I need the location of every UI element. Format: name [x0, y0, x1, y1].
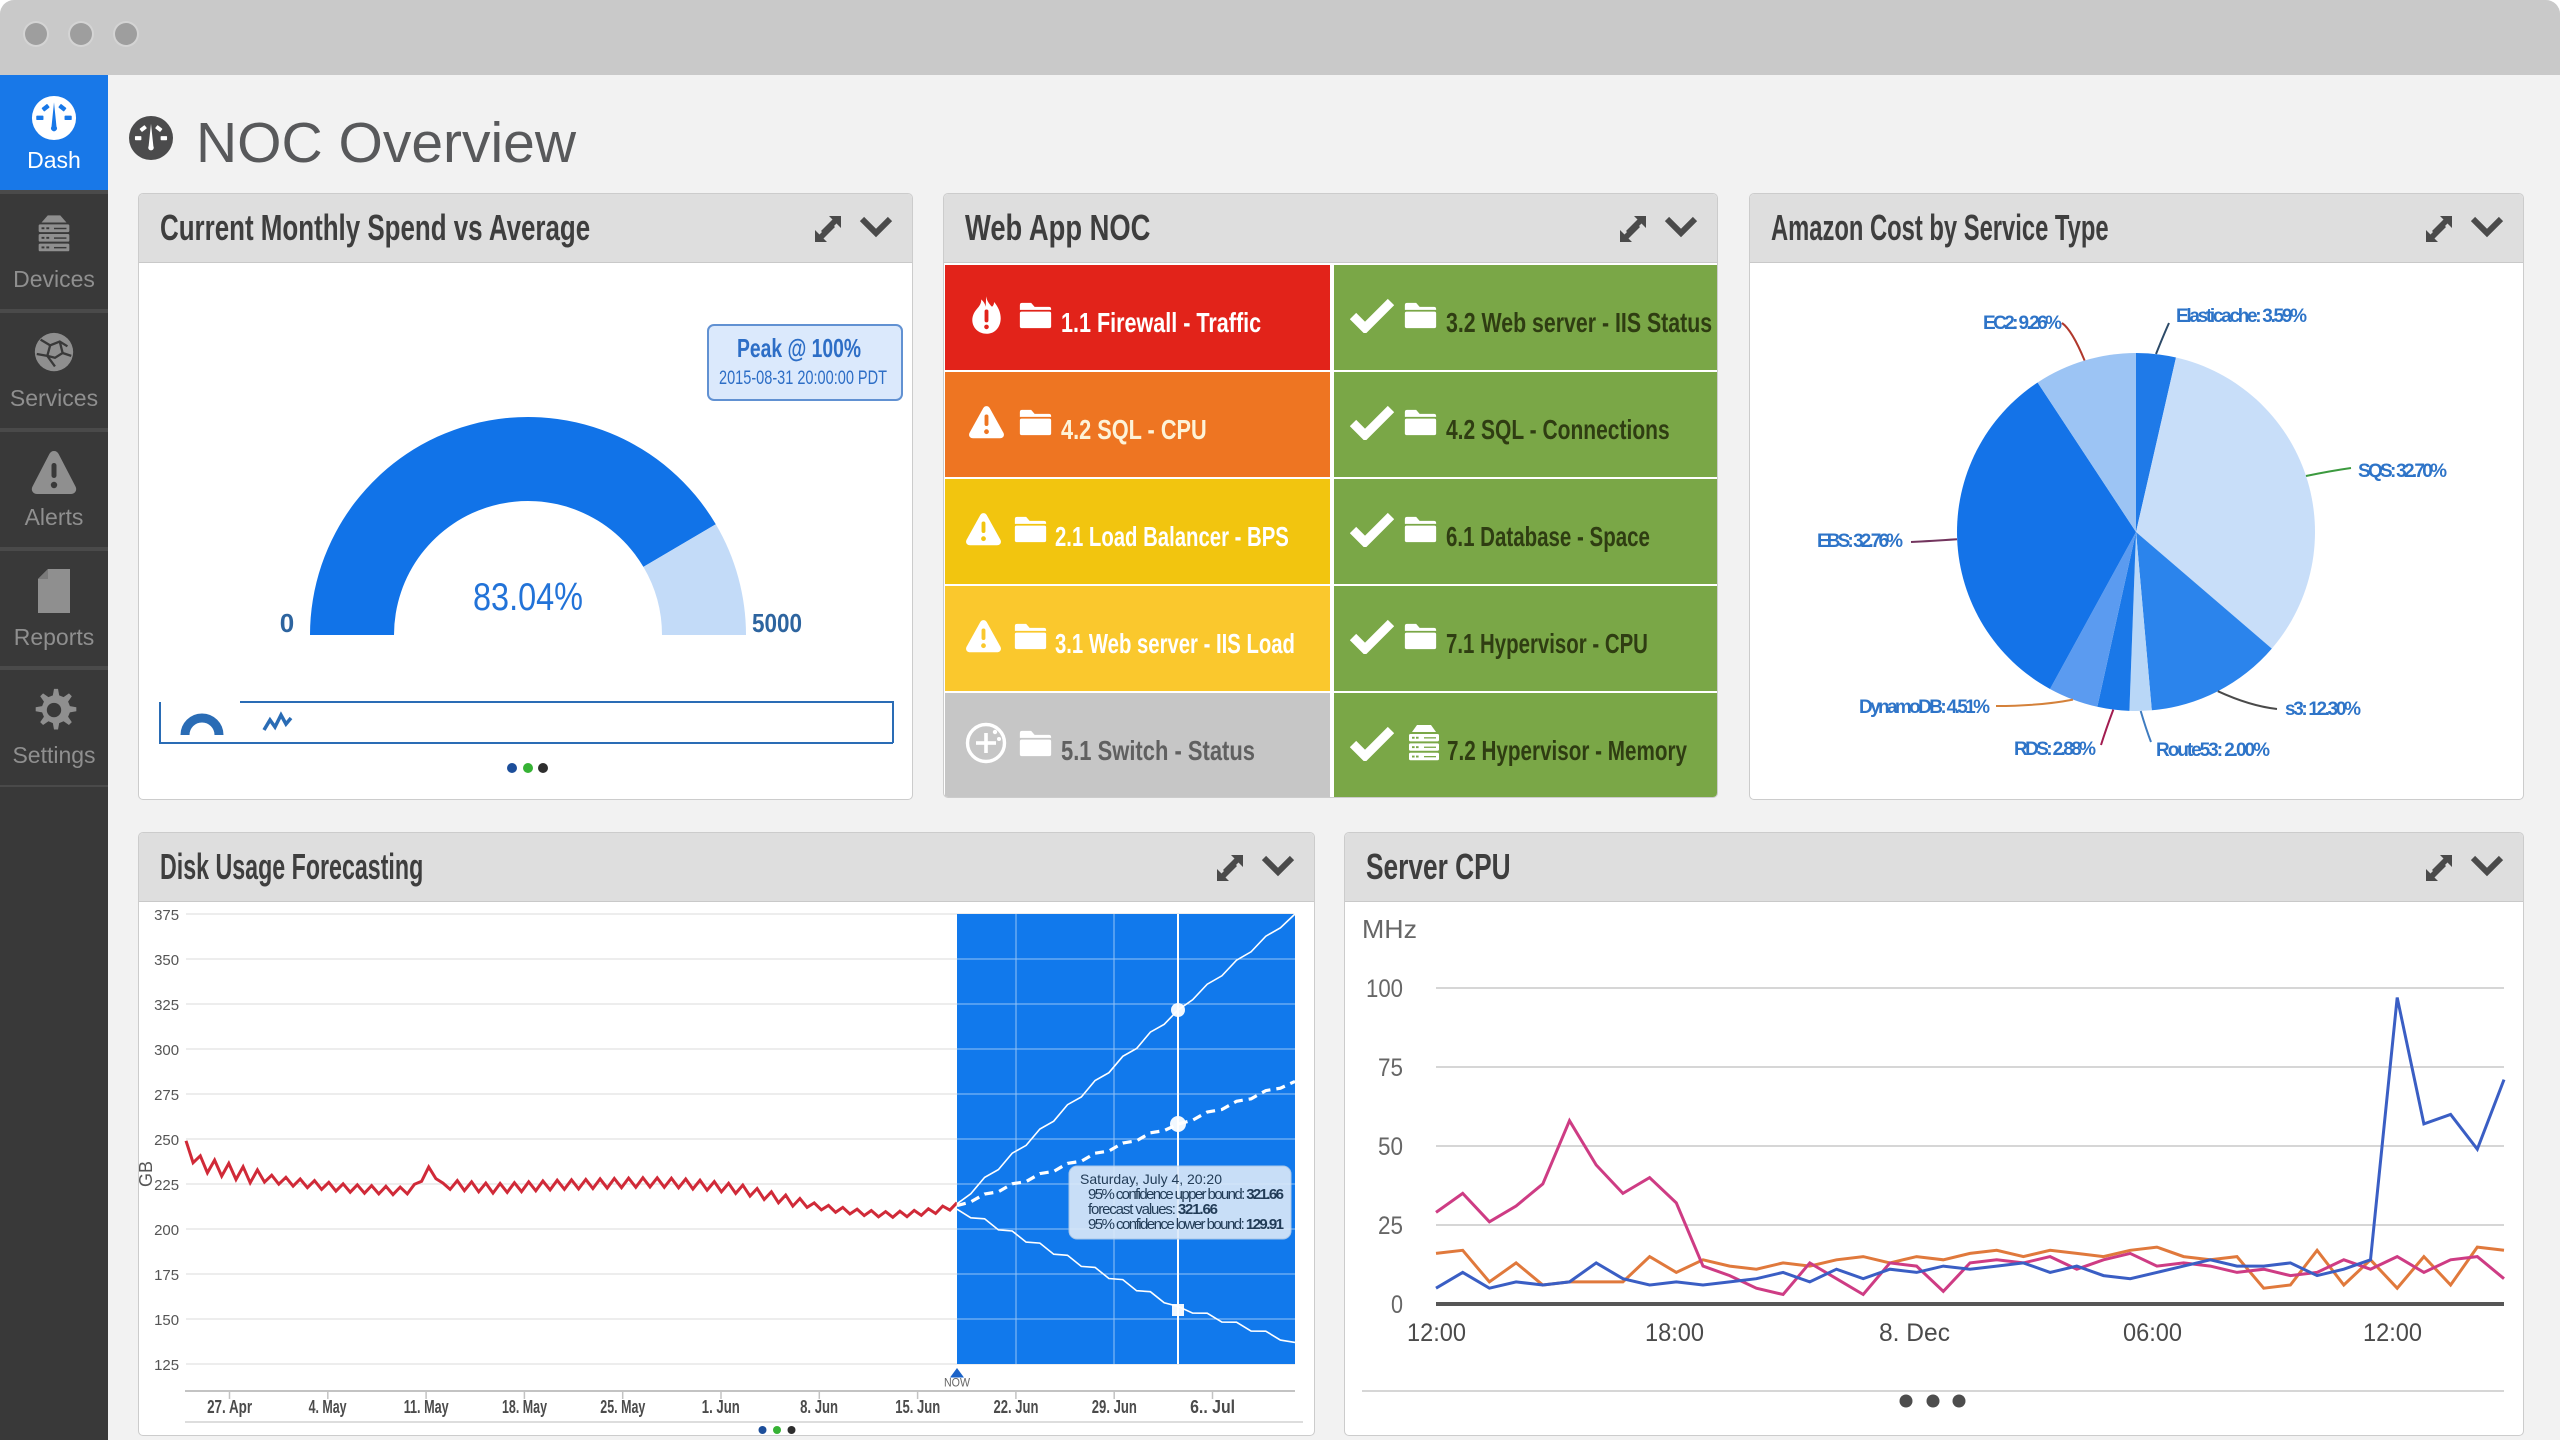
- svg-text:300: 300: [154, 1042, 179, 1059]
- svg-text:250: 250: [154, 1132, 179, 1149]
- svg-text:5000: 5000: [752, 608, 802, 638]
- svg-text:225: 225: [154, 1177, 179, 1194]
- svg-text:175: 175: [154, 1267, 179, 1284]
- svg-text:Peak @ 100%: Peak @ 100%: [737, 333, 861, 363]
- svg-text:0: 0: [1391, 1291, 1403, 1319]
- svg-text:275: 275: [154, 1087, 179, 1104]
- svg-text:s3: 12.30%: s3: 12.30%: [2285, 699, 2361, 720]
- svg-text:8. Dec: 8. Dec: [1879, 1319, 1950, 1347]
- svg-text:15. Jun: 15. Jun: [895, 1397, 940, 1417]
- svg-text:11. May: 11. May: [404, 1397, 449, 1417]
- svg-text:GB: GB: [139, 1161, 156, 1187]
- svg-text:18:00: 18:00: [1645, 1319, 1704, 1347]
- svg-text:EC2: 9.26%: EC2: 9.26%: [1983, 313, 2062, 334]
- svg-text:350: 350: [154, 952, 179, 969]
- svg-text:Route53: 2.00%: Route53: 2.00%: [2156, 740, 2270, 761]
- svg-text:200: 200: [154, 1222, 179, 1239]
- svg-text:18. May: 18. May: [502, 1397, 547, 1417]
- svg-text:EBS: 32.76%: EBS: 32.76%: [1817, 531, 1903, 552]
- svg-text:100: 100: [1366, 975, 1403, 1003]
- svg-text:95% confidence lower bound: 12: 95% confidence lower bound: 129.91: [1088, 1216, 1284, 1233]
- svg-text:Elasticache: 3.59%: Elasticache: 3.59%: [2176, 306, 2307, 327]
- svg-text:29. Jun: 29. Jun: [1092, 1397, 1137, 1417]
- svg-text:25: 25: [1378, 1212, 1403, 1240]
- svg-text:MHz: MHz: [1362, 914, 1417, 944]
- svg-text:325: 325: [154, 997, 179, 1014]
- svg-text:0: 0: [280, 608, 294, 638]
- svg-text:50: 50: [1378, 1133, 1403, 1161]
- svg-text:1. Jun: 1. Jun: [702, 1397, 740, 1417]
- svg-text:95% confidence upper bound: 32: 95% confidence upper bound: 321.66: [1088, 1186, 1284, 1203]
- svg-text:2015-08-31 20:00:00 PDT: 2015-08-31 20:00:00 PDT: [719, 367, 887, 389]
- svg-text:RDS: 2.88%: RDS: 2.88%: [2014, 739, 2096, 760]
- svg-text:12:00: 12:00: [2363, 1319, 2422, 1347]
- svg-text:SQS: 32.70%: SQS: 32.70%: [2358, 461, 2447, 482]
- svg-text:75: 75: [1378, 1054, 1403, 1082]
- svg-text:4. May: 4. May: [309, 1397, 347, 1417]
- svg-text:150: 150: [154, 1312, 179, 1329]
- svg-text:06:00: 06:00: [2123, 1319, 2182, 1347]
- svg-text:Saturday, July 4, 20:20: Saturday, July 4, 20:20: [1080, 1171, 1222, 1187]
- svg-text:83.04%: 83.04%: [473, 576, 583, 619]
- svg-text:22. Jun: 22. Jun: [994, 1397, 1039, 1417]
- svg-text:375: 375: [154, 907, 179, 924]
- svg-text:25. May: 25. May: [600, 1397, 645, 1417]
- svg-text:DynamoDB: 4.51%: DynamoDB: 4.51%: [1859, 697, 1990, 718]
- svg-text:6.. Jul: 6.. Jul: [1190, 1397, 1235, 1417]
- svg-text:8. Jun: 8. Jun: [800, 1397, 838, 1417]
- svg-text:12:00: 12:00: [1407, 1319, 1466, 1347]
- svg-text:27. Apr: 27. Apr: [207, 1397, 252, 1417]
- svg-text:forecast values: 321.66: forecast values: 321.66: [1088, 1201, 1218, 1218]
- svg-text:NOW: NOW: [944, 1378, 970, 1390]
- svg-text:125: 125: [154, 1357, 179, 1374]
